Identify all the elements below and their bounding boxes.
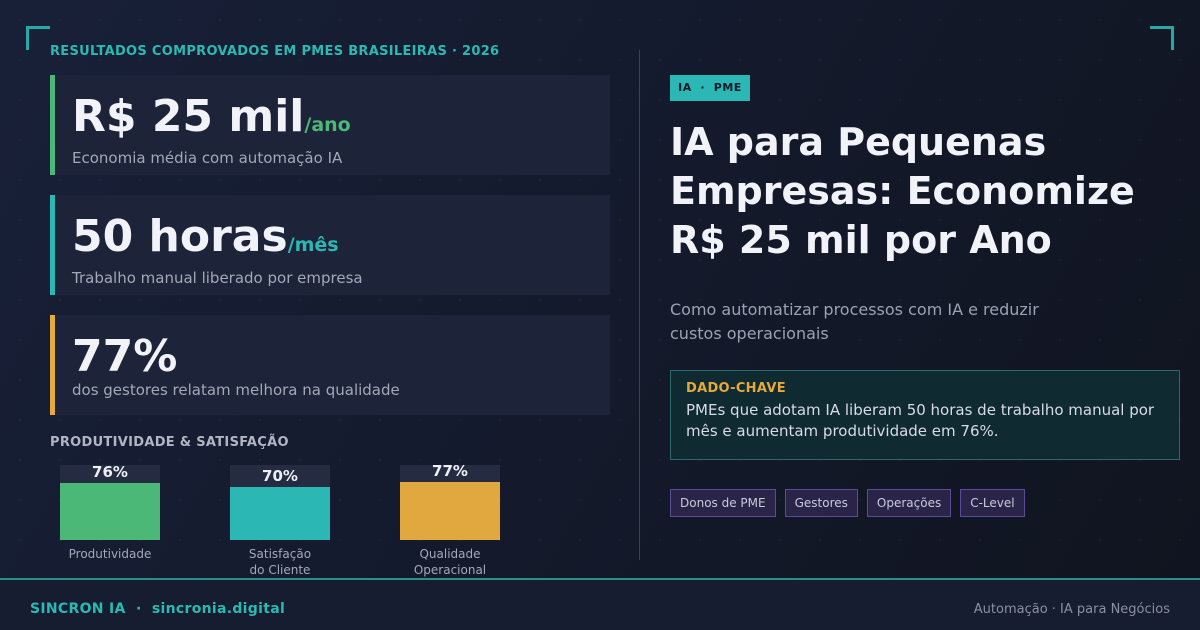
bar-track: 76% xyxy=(60,463,160,540)
bar-category-label: Produtividade xyxy=(40,546,180,562)
productivity-title: PRODUTIVIDADE & SATISFAÇÃO xyxy=(50,435,289,450)
audience-chips: Donos de PME Gestores Operações C-Level xyxy=(670,489,1025,517)
key-fact-title: DADO-CHAVE xyxy=(686,381,786,396)
stat-value: 50 horas xyxy=(72,211,288,262)
chip-operacoes: Operações xyxy=(866,489,952,517)
stat-value-line: R$ 25 mil/ano xyxy=(72,93,610,149)
bar-value-label: 77% xyxy=(432,462,468,480)
bar-category-line: Produtividade xyxy=(68,547,152,561)
stat-unit: /ano xyxy=(304,114,351,136)
subtitle: Como automatizar processos com IA e redu… xyxy=(670,300,1039,343)
stat-card-hours: 50 horas/mês Trabalho manual liberado po… xyxy=(50,195,610,295)
chip-donos-de-pme: Donos de PME xyxy=(670,489,776,517)
chip-c-level: C-Level xyxy=(960,489,1025,517)
bar-fill xyxy=(230,487,330,540)
corner-bracket-top-right xyxy=(1150,26,1174,50)
stat-description: dos gestores relatam melhora na qualidad… xyxy=(72,381,400,399)
bar-track: 77% xyxy=(400,462,500,540)
bar-track: 70% xyxy=(230,465,330,540)
key-fact-box: DADO-CHAVE PMEs que adotam IA liberam 50… xyxy=(670,370,1180,460)
key-fact-text: PMEs que adotam IA liberam 50 horas de t… xyxy=(686,401,1155,440)
stat-value-line: 50 horas/mês xyxy=(72,213,610,269)
bar-fill xyxy=(400,482,500,540)
headline: IA para Pequenas Empresas: Economize R$ … xyxy=(670,120,1135,262)
footer-tagline: Automação · IA para Negócios xyxy=(973,602,1170,617)
stat-description: Economia média com automação IA xyxy=(72,149,343,167)
bar-value-label: 70% xyxy=(262,467,298,485)
bar-category-label: Satisfação do Cliente xyxy=(210,546,350,578)
stat-value: R$ 25 mil xyxy=(72,91,305,142)
bar-category-line: Qualidade xyxy=(419,547,481,561)
chip-gestores: Gestores xyxy=(784,489,858,517)
bar-value-label: 76% xyxy=(92,463,128,481)
bar-category-line: Satisfação xyxy=(248,547,312,561)
eyebrow-label: RESULTADOS COMPROVADOS EM PMES BRASILEIR… xyxy=(50,44,500,59)
bar-category-label: Qualidade Operacional xyxy=(380,546,520,578)
footer-brand: SINCRON IA · sincronia.digital xyxy=(30,601,286,617)
corner-bracket-top-left xyxy=(26,26,50,50)
category-tag: IA · PME xyxy=(670,75,750,101)
stat-description: Trabalho manual liberado por empresa xyxy=(72,269,363,287)
stat-card-quality: 77% dos gestores relatam melhora na qual… xyxy=(50,315,610,415)
footer: SINCRON IA · sincronia.digital Automação… xyxy=(0,578,1200,630)
bar-category-line: Operacional xyxy=(413,563,487,577)
bar-category-line: do Cliente xyxy=(249,563,311,577)
stat-value: 77% xyxy=(72,331,178,382)
vertical-divider xyxy=(639,50,640,560)
stat-card-savings: R$ 25 mil/ano Economia média com automaç… xyxy=(50,75,610,175)
stat-unit: /mês xyxy=(287,234,339,256)
stat-value-line: 77% xyxy=(72,333,610,381)
bar-fill xyxy=(60,483,160,540)
